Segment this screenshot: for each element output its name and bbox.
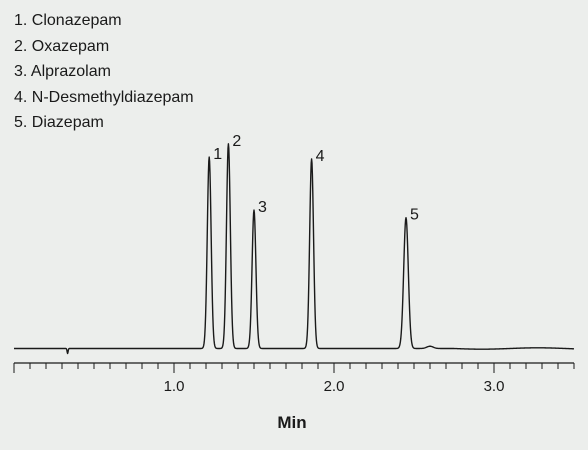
x-tick-label: 1.0 bbox=[164, 378, 185, 395]
legend-item-2: 2. Oxazepam bbox=[14, 37, 110, 55]
peak-label-2: 2 bbox=[232, 133, 241, 150]
legend-item-3: 3. Alprazolam bbox=[14, 63, 111, 80]
peak-label-1: 1 bbox=[213, 146, 222, 163]
chart-legend: 1. Clonazepam 2. Oxazepam 3. Alprazolam … bbox=[14, 8, 194, 136]
legend-item-1: 1. Clonazepam bbox=[14, 12, 122, 29]
peak-labels: 12 3 4 5 bbox=[213, 133, 419, 224]
legend-item-5: 5. Diazepam bbox=[14, 114, 104, 131]
peak-label-3: 3 bbox=[258, 199, 267, 216]
legend-item-4: 4. N-Desmethyldiazepam bbox=[14, 88, 194, 106]
x-tick-label: 2.0 bbox=[324, 378, 345, 395]
peak-label-5: 5 bbox=[410, 207, 419, 224]
chromatogram-trace bbox=[13, 143, 575, 355]
x-axis: 1.0 2.0 3.0 bbox=[13, 362, 575, 395]
x-tick-label: 3.0 bbox=[484, 378, 505, 395]
x-axis-title: Min bbox=[277, 413, 306, 432]
peak-label-4: 4 bbox=[316, 148, 325, 165]
